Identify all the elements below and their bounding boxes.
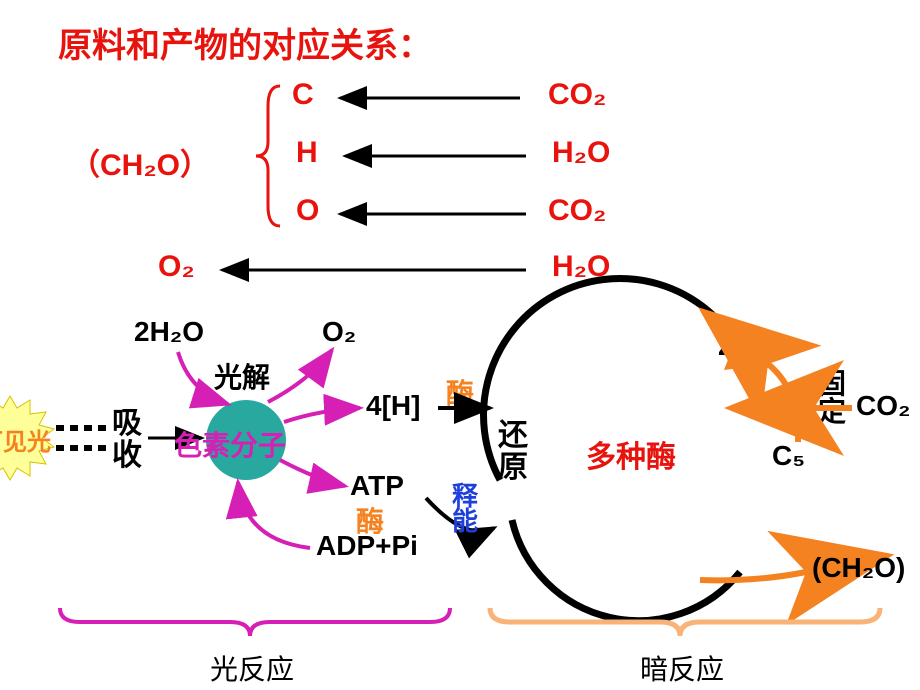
o2-top: O₂ — [158, 250, 195, 284]
c3-label: 2C₃ — [718, 330, 767, 362]
light-reaction-label: 光反应 — [210, 648, 294, 688]
pigment-label: 色素分子 — [174, 424, 286, 464]
c5-label: C₅ — [772, 440, 805, 472]
dark-reaction-label: 暗反应 — [640, 648, 724, 688]
c-label: C — [292, 78, 314, 112]
h-label: H — [296, 136, 318, 170]
photolysis-label: 光解 — [214, 356, 270, 396]
h2o-top1: H₂O — [552, 136, 610, 170]
enzyme-top: 酶 — [446, 372, 474, 412]
release-energy: 释能 — [452, 484, 484, 533]
atp-label: ATP — [350, 470, 404, 502]
fixation-label: 固定 — [818, 370, 850, 426]
visible-light-label: 可见光 — [0, 422, 60, 457]
co2-top1: CO₂ — [548, 78, 606, 112]
ch2o-output: (CH₂O) — [812, 552, 905, 584]
h-product: 4[H] — [366, 390, 420, 422]
ch2o-label: （CH₂O） — [70, 140, 210, 184]
o2-output: O₂ — [322, 316, 356, 348]
absorb-label: 吸收 — [112, 408, 146, 471]
co2-input: CO₂ — [856, 390, 910, 422]
o-label: O — [296, 194, 319, 228]
enzyme-bottom: 酶 — [356, 500, 384, 540]
page-title: 原料和产物的对应关系： — [58, 18, 432, 67]
many-enzymes: 多种酶 — [586, 432, 676, 476]
co2-top2: CO₂ — [548, 194, 606, 228]
h2o-input: 2H₂O — [134, 316, 204, 348]
reduction-label: 还原 — [498, 420, 532, 483]
h2o-top2: H₂O — [552, 250, 610, 284]
